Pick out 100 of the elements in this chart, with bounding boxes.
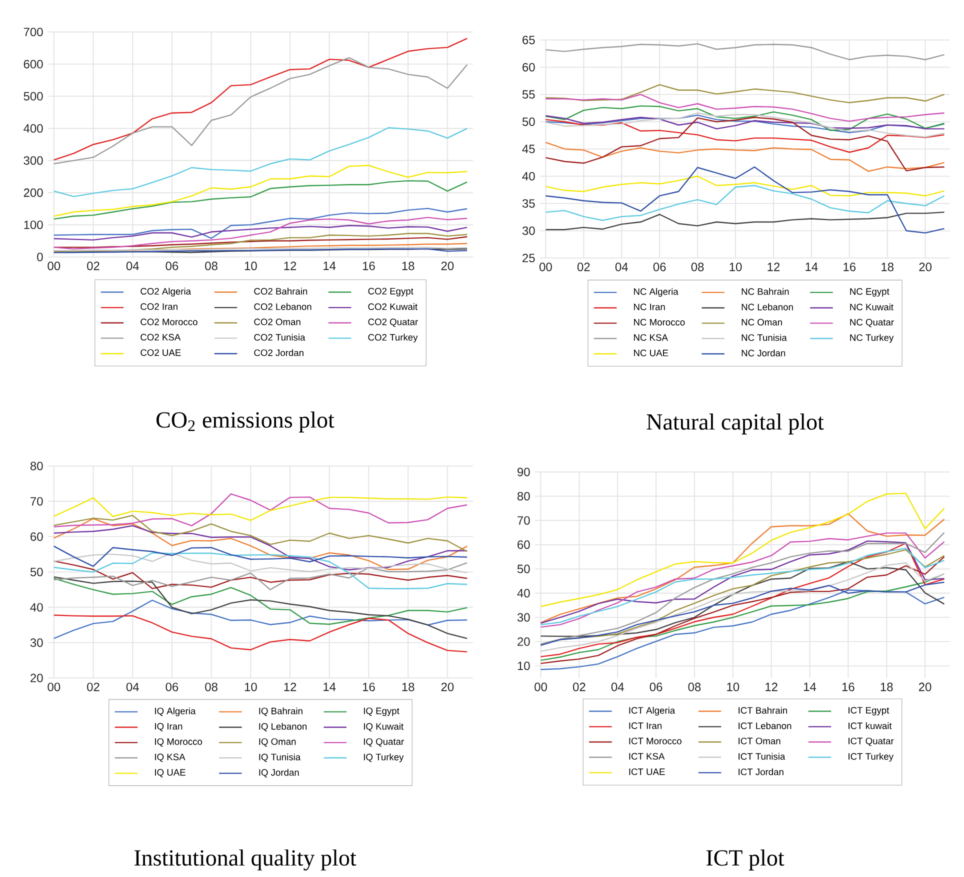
x-tick-label: 04 xyxy=(615,262,628,272)
legend-label: ICT Jordan xyxy=(738,768,784,776)
line-series xyxy=(53,180,468,220)
y-tick-label: 45 xyxy=(522,144,535,154)
legend-label: CO2 Egypt xyxy=(368,288,414,296)
line-series xyxy=(53,576,468,640)
x-tick-label: 16 xyxy=(842,682,854,692)
y-tick-label: 35 xyxy=(522,199,535,208)
line-series xyxy=(53,232,468,253)
line-series xyxy=(53,514,468,552)
x-tick-label: 06 xyxy=(653,262,666,272)
x-tick-label: 20 xyxy=(918,682,932,692)
legend-label: IQ Morocco xyxy=(155,738,202,747)
x-tick-label: 04 xyxy=(126,682,139,692)
x-tick-label: 18 xyxy=(880,682,893,692)
y-tick-label: 10 xyxy=(518,662,530,670)
y-tick-label: 30 xyxy=(517,613,530,622)
legend-label: ICT Quatar xyxy=(848,738,894,746)
y-tick-label: 40 xyxy=(517,588,530,598)
legend-label: IQ KSA xyxy=(155,754,186,762)
y-tick-label: 300 xyxy=(24,156,43,165)
y-tick-label: 50 xyxy=(517,564,530,574)
x-tick-label: 06 xyxy=(166,262,178,270)
legend-label: ICT Iran xyxy=(629,722,662,730)
x-tick-label: 10 xyxy=(727,682,740,692)
x-tick-label: 06 xyxy=(650,682,662,692)
legend-label: IQ Oman xyxy=(259,738,296,747)
x-tick-label: 12 xyxy=(766,682,778,692)
legend-label: CO2 Lebanon xyxy=(254,303,312,310)
x-tick-label: 14 xyxy=(806,262,818,271)
line-series xyxy=(53,552,468,574)
y-tick-label: 60 xyxy=(522,62,535,72)
x-tick-label: 04 xyxy=(611,682,624,692)
line-series xyxy=(540,573,945,661)
legend-label: CO2 Algeria xyxy=(140,288,191,296)
legend-label: IQ Algeria xyxy=(155,707,196,716)
y-tick-label: 20 xyxy=(30,674,43,682)
line-series xyxy=(53,496,468,521)
legend-label: NC Bahrain xyxy=(742,288,789,295)
line-series xyxy=(545,176,945,196)
y-tick-label: 60 xyxy=(30,532,43,541)
line-series xyxy=(545,105,945,132)
x-tick-label: 18 xyxy=(402,682,414,692)
x-tick-label: 02 xyxy=(577,262,590,272)
legend-label: IQ Egypt xyxy=(364,708,400,716)
legend-label: NC Lebanon xyxy=(742,303,793,310)
line-series xyxy=(545,116,945,172)
x-tick-label: 20 xyxy=(441,682,454,692)
legend-label: IQ Bahrain xyxy=(259,707,302,716)
line-series xyxy=(540,562,945,652)
legend-label: NC Quatar xyxy=(850,318,894,328)
x-tick-label: 04 xyxy=(126,262,139,270)
y-tick-label: 500 xyxy=(24,92,43,101)
x-tick-label: 16 xyxy=(362,682,375,692)
line-series xyxy=(53,216,468,250)
legend-label: NC Tunisia xyxy=(742,334,787,341)
line-series xyxy=(53,127,468,198)
legend-label: CO2 Oman xyxy=(254,318,300,326)
legend-label: ICT Algeria xyxy=(629,706,676,716)
legend-label: IQ Lebanon xyxy=(259,722,307,732)
y-tick-label: 30 xyxy=(30,638,43,647)
legend-label: NC Oman xyxy=(742,318,782,326)
legend-label: NC UAE xyxy=(634,350,668,356)
y-tick-label: 70 xyxy=(518,516,530,525)
line-series xyxy=(53,578,468,625)
x-tick-label: 20 xyxy=(919,262,932,272)
text: CO$_{2}$ emissions plot xyxy=(156,412,334,432)
legend-label: CO2 Quatar xyxy=(368,318,418,327)
x-tick-label: 20 xyxy=(441,262,454,270)
legend-label: CO2 Bahrain xyxy=(254,288,308,295)
legend-label: NC Turkey xyxy=(850,334,894,343)
y-tick-label: 40 xyxy=(30,603,43,612)
y-tick-label: 100 xyxy=(24,220,43,230)
line-series xyxy=(545,184,945,221)
legend-label: NC Algeria xyxy=(634,288,678,297)
text: Natural capital plot xyxy=(646,414,824,434)
x-tick-label: 14 xyxy=(324,682,336,691)
legend-label: CO2 Turkey xyxy=(368,334,418,342)
line-series xyxy=(545,115,945,130)
line-series xyxy=(540,556,945,664)
y-tick-label: 400 xyxy=(24,124,43,133)
line-series xyxy=(545,142,945,172)
x-tick-label: 10 xyxy=(244,262,257,270)
y-tick-label: 70 xyxy=(30,497,43,506)
legend-label: ICT Lebanon xyxy=(738,722,792,730)
legend-label: CO2 KSA xyxy=(140,334,181,341)
legend-label: ICT UAE xyxy=(629,768,665,776)
x-tick-label: 10 xyxy=(244,682,257,692)
line-series xyxy=(540,492,945,608)
legend-label: NC Egypt xyxy=(850,288,890,297)
y-tick-label: 90 xyxy=(518,468,530,476)
x-tick-label: 18 xyxy=(402,262,414,270)
legend-label: CO2 Morocco xyxy=(140,318,198,326)
y-tick-label: 20 xyxy=(518,637,530,646)
line-series xyxy=(53,57,468,164)
y-tick-label: 30 xyxy=(522,226,535,235)
y-tick-label: 600 xyxy=(24,60,43,68)
x-tick-label: 08 xyxy=(691,262,704,272)
legend-label: ICT Turkey xyxy=(848,752,894,762)
y-tick-label: 55 xyxy=(522,90,535,99)
